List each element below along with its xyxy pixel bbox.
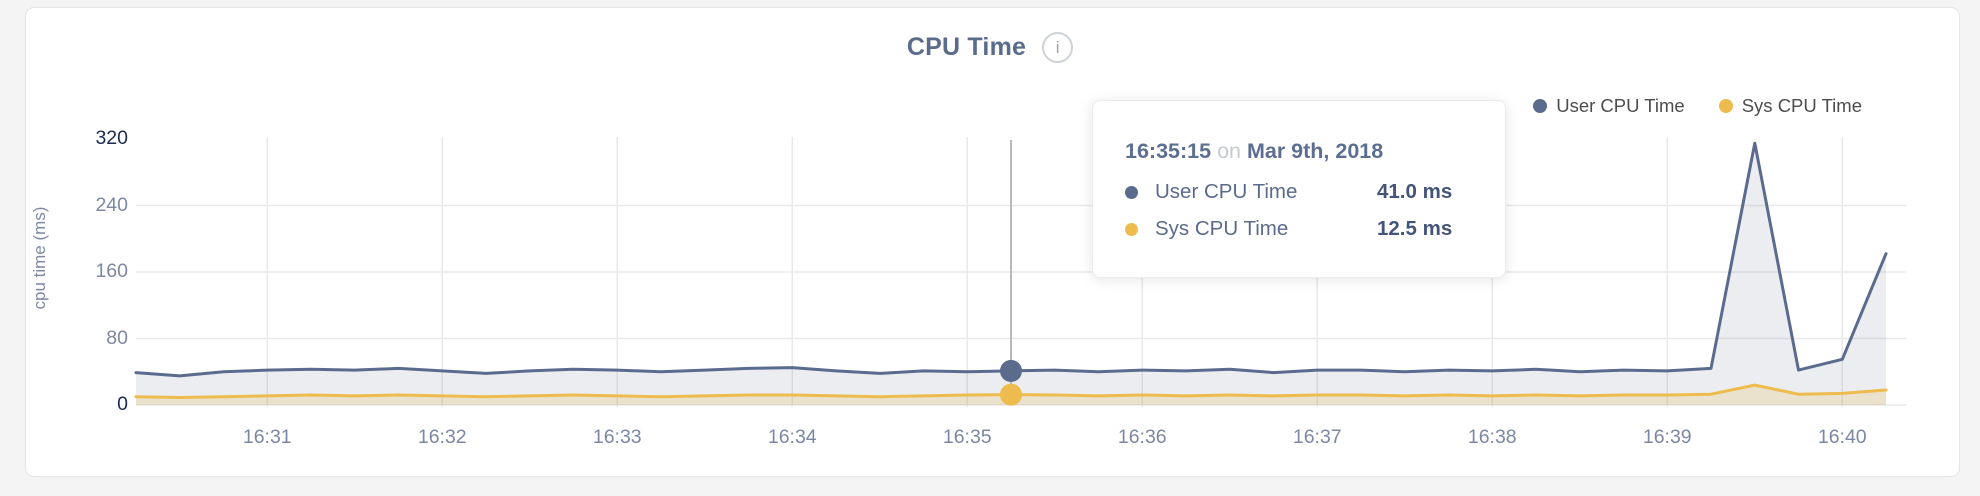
legend-label: Sys CPU Time	[1741, 95, 1862, 116]
sys-cpu-legend-dot-icon	[1718, 99, 1733, 113]
user-cpu-dot-icon	[1125, 185, 1138, 199]
x-tick-label: 16:31	[242, 426, 292, 448]
x-tick-label: 16:37	[1292, 426, 1342, 448]
chart-tooltip: 16:35:15 on Mar 9th, 2018 User CPU Time …	[1092, 100, 1506, 278]
sys-cpu-dot-icon	[1125, 222, 1138, 236]
chart-header: CPU Time i	[0, 32, 1980, 63]
info-icon[interactable]: i	[1042, 32, 1074, 63]
page-title: CPU Time	[906, 33, 1027, 61]
tooltip-series-value: 12.5 ms	[1377, 217, 1453, 240]
chart-card	[25, 7, 1960, 477]
x-tick-label: 16:32	[417, 426, 467, 448]
y-tick-label: 240	[95, 193, 128, 216]
x-tick-label: 16:39	[1642, 426, 1692, 448]
y-tick-label: 80	[106, 326, 128, 349]
tooltip-row-sys-cpu: Sys CPU Time 12.5 ms	[1125, 217, 1475, 241]
tooltip-series-value: 41.0 ms	[1377, 180, 1453, 203]
x-tick-label: 16:40	[1817, 426, 1867, 448]
y-axis-title: cpu time (ms)	[30, 206, 49, 310]
user-cpu-legend-dot-icon	[1533, 99, 1548, 113]
legend-label: User CPU Time	[1556, 95, 1685, 116]
tooltip-series-label: Sys CPU Time	[1155, 217, 1289, 240]
tooltip-time: 16:35:15	[1125, 139, 1212, 163]
x-tick-label: 16:33	[592, 426, 642, 448]
y-tick-label: 160	[95, 260, 128, 282]
tooltip-series-label: User CPU Time	[1155, 180, 1298, 203]
x-tick-label: 16:35	[942, 426, 992, 448]
tooltip-row-user-cpu: User CPU Time 41.0 ms	[1125, 180, 1475, 204]
chart-legend: User CPU Time Sys CPU Time	[1533, 95, 1862, 117]
x-tick-label: 16:34	[767, 426, 817, 448]
legend-item-sys-cpu[interactable]: Sys CPU Time	[1718, 95, 1862, 117]
x-tick-label: 16:36	[1117, 426, 1167, 448]
y-tick-label: 0	[117, 393, 128, 415]
legend-item-user-cpu[interactable]: User CPU Time	[1533, 95, 1685, 117]
tooltip-conjunction: on	[1217, 139, 1241, 163]
tooltip-date: Mar 9th, 2018	[1246, 139, 1384, 163]
y-tick-label: 320	[95, 127, 128, 149]
tooltip-header: 16:35:15 on Mar 9th, 2018	[1125, 139, 1475, 164]
x-tick-label: 16:38	[1467, 426, 1517, 448]
